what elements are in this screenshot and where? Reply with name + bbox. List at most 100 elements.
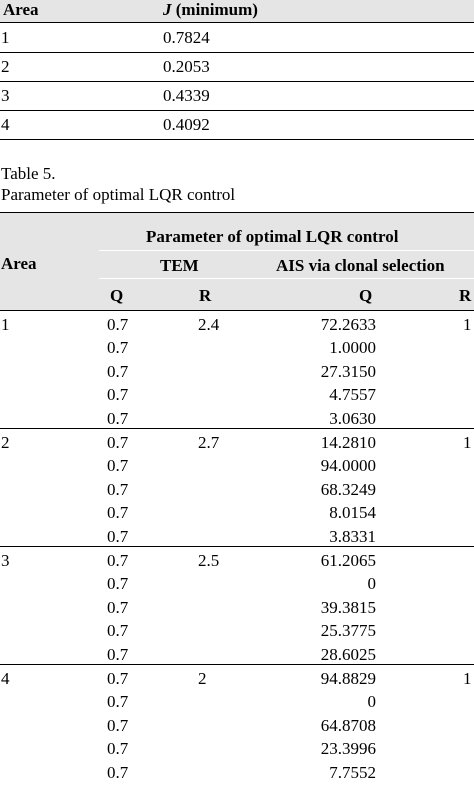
table5-cell-r-tem: 2.4 xyxy=(198,315,220,334)
table5-cell-q-ais: 0 xyxy=(367,574,377,594)
table5-row: 1 0.7 72.2633 2.4 1 xyxy=(0,313,474,337)
table5-row: 0.7 8.0154 xyxy=(0,501,474,525)
table5-caption-title: Parameter of optimal LQR control xyxy=(1,185,236,204)
table5-row: 0.7 27.3150 xyxy=(0,360,474,384)
table4-header-area: Area xyxy=(3,0,39,19)
table5-header-r-ais: R xyxy=(459,286,472,305)
table5-cell-q-tem: 0.7 xyxy=(107,503,129,523)
table5-group-rule xyxy=(0,546,474,547)
table5-cell-q-tem: 0.7 xyxy=(107,479,129,499)
table5-group-rule xyxy=(0,428,474,429)
table5-cell-q-tem: 0.7 xyxy=(107,692,129,712)
table5-method-rule xyxy=(99,278,474,279)
table5-row: 4 0.7 94.8829 2 1 xyxy=(0,667,474,691)
table5-cell-q-ais: 8.0154 xyxy=(329,503,376,523)
table5-row: 0.7 3.8331 xyxy=(0,525,474,549)
table5-cell-q-tem: 0.7 xyxy=(107,715,129,735)
table5-cell-q-ais: 94.8829 xyxy=(320,669,376,688)
table5-row: 0.7 3.0630 xyxy=(0,407,474,431)
table4-header-rule xyxy=(0,22,474,23)
table5-row: 0.7 68.3249 xyxy=(0,478,474,502)
table4-header-j: J (minimum) xyxy=(163,1,258,18)
table5-cell-q-ais: 28.6025 xyxy=(320,644,376,664)
table5-group-rule xyxy=(0,664,474,665)
table5-cell-q-tem: 0.7 xyxy=(107,739,129,759)
table5-header-ais: AIS via clonal selection xyxy=(276,256,445,275)
table5-cell-q-tem: 0.7 xyxy=(107,644,129,664)
table5-row: 0.7 0 xyxy=(0,572,474,596)
table5-cell-q-tem: 0.7 xyxy=(107,315,129,334)
table5-row: 0.7 39.3815 xyxy=(0,596,474,620)
table5-cell-q-tem: 0.7 xyxy=(107,408,129,428)
table4-cell-area: 1 xyxy=(1,28,10,47)
table5-cell-q-ais: 3.8331 xyxy=(329,526,376,546)
table5-row: 0.7 64.8708 xyxy=(0,714,474,738)
table5-header-bottom-rule xyxy=(0,310,474,311)
table5-cell-q-ais: 94.0000 xyxy=(320,456,376,476)
table5-cell-r-ais: 1 xyxy=(463,433,472,452)
table5-header-band xyxy=(0,213,474,310)
table5-cell-q-ais: 27.3150 xyxy=(320,361,376,381)
table4-row-rule xyxy=(0,52,474,53)
table5-cell-q-tem: 0.7 xyxy=(107,621,129,641)
table5-cell-q-ais: 68.3249 xyxy=(320,479,376,499)
table4-cell-j: 0.4092 xyxy=(163,115,210,134)
table5-cell-area: 2 xyxy=(1,433,10,452)
table5-row: 0.7 4.7557 xyxy=(0,383,474,407)
table5-cell-q-tem: 0.7 xyxy=(107,526,129,546)
table4-bottom-rule xyxy=(0,139,474,140)
table4-header-j-symbol: J xyxy=(163,0,172,19)
table5-cell-q-tem: 0.7 xyxy=(107,385,129,405)
table4-cell-area: 2 xyxy=(1,57,10,76)
table4-cell-area: 3 xyxy=(1,86,10,105)
table4-row-rule xyxy=(0,110,474,111)
table5-row: 0.7 0 xyxy=(0,690,474,714)
table5-cell-r-ais: 1 xyxy=(463,315,472,334)
table5-cell-q-tem: 0.7 xyxy=(107,762,129,782)
table5-cell-q-ais: 0 xyxy=(367,692,377,712)
table5-cell-r-tem: 2.5 xyxy=(198,551,220,570)
table4-cell-j: 0.2053 xyxy=(163,57,210,76)
table5-cell-r-ais: 1 xyxy=(463,669,472,688)
table5-cell-q-ais: 25.3775 xyxy=(320,621,376,641)
table5-row: 0.7 1.0000 xyxy=(0,336,474,360)
table5-header-q-ais: Q xyxy=(359,286,373,305)
table4-cell-j: 0.7824 xyxy=(163,28,210,47)
table5-row: 2 0.7 14.2810 2.7 1 xyxy=(0,431,474,455)
table5-header-r-tem: R xyxy=(199,286,212,305)
table5-cell-area: 1 xyxy=(1,315,10,334)
table4-row: 3 0.4339 xyxy=(0,84,474,108)
table5-row: 0.7 28.6025 xyxy=(0,643,474,667)
table4-row-rule xyxy=(0,81,474,82)
table5-cell-q-ais: 64.8708 xyxy=(320,715,376,735)
table5-row: 3 0.7 61.2065 2.5 xyxy=(0,549,474,573)
table5-cell-q-ais: 1.0000 xyxy=(329,338,376,358)
table4-cell-area: 4 xyxy=(1,115,10,134)
table5-cell-area: 3 xyxy=(1,551,10,570)
table5-caption-number: Table 5. xyxy=(1,164,56,183)
table5-cell-q-ais: 14.2810 xyxy=(320,433,376,452)
table4-row: 4 0.4092 xyxy=(0,113,474,137)
table5-header-q-tem: Q xyxy=(110,286,124,305)
table5-cell-q-ais: 72.2633 xyxy=(320,315,376,334)
table5-cell-q-ais: 23.3996 xyxy=(320,739,376,759)
table5-cell-area: 4 xyxy=(1,669,10,688)
table4-cell-j: 0.4339 xyxy=(163,86,210,105)
table5-cell-q-ais: 39.3815 xyxy=(320,597,376,617)
table5-row: 0.7 25.3775 xyxy=(0,619,474,643)
table5-group-rule xyxy=(99,250,474,251)
table5-cell-q-tem: 0.7 xyxy=(107,361,129,381)
table4-row: 2 0.2053 xyxy=(0,55,474,79)
table5-cell-q-tem: 0.7 xyxy=(107,456,129,476)
table5-row: 0.7 7.7552 xyxy=(0,761,474,785)
table5-cell-q-ais: 61.2065 xyxy=(320,551,376,570)
table5-cell-q-tem: 0.7 xyxy=(107,551,129,570)
table4-row: 1 0.7824 xyxy=(0,26,474,50)
table5-cell-r-tem: 2.7 xyxy=(198,433,220,452)
table5-header-tem: TEM xyxy=(160,256,199,275)
table5-cell-q-ais: 4.7557 xyxy=(329,385,376,405)
table5-cell-q-ais: 3.0630 xyxy=(329,408,376,428)
table5-top-rule xyxy=(0,212,474,213)
table5-row: 0.7 94.0000 xyxy=(0,454,474,478)
table5-cell-q-tem: 0.7 xyxy=(107,597,129,617)
